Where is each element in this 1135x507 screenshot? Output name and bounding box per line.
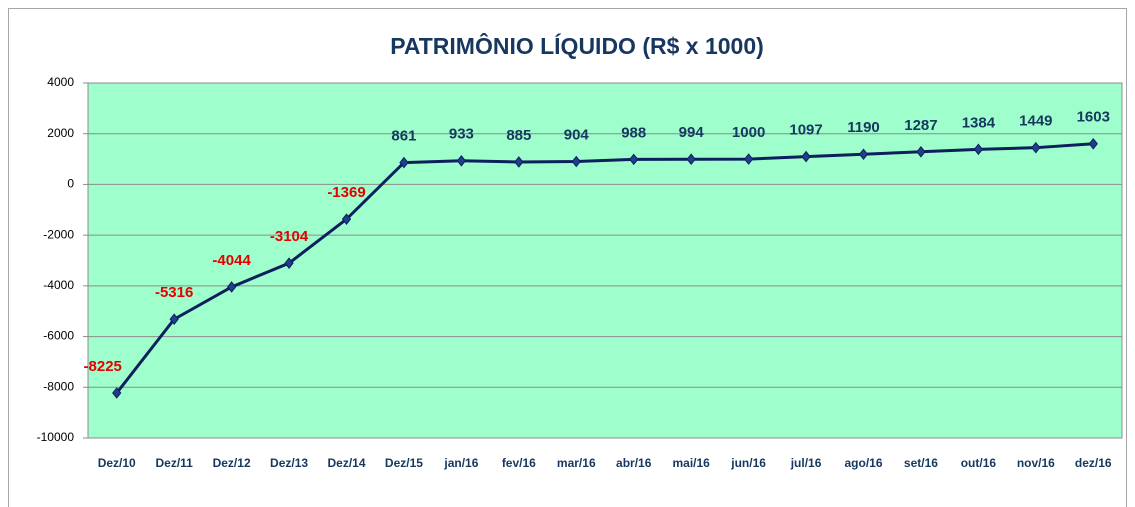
data-label: 1384 <box>962 114 996 131</box>
data-point <box>514 156 524 168</box>
data-label: -1369 <box>327 184 365 201</box>
data-point <box>1031 141 1041 154</box>
data-label: 1603 <box>1077 109 1110 126</box>
data-label: 933 <box>449 126 474 143</box>
x-tick-label: Dez/10 <box>98 456 136 470</box>
data-label: 1190 <box>847 119 880 136</box>
x-tick-label: Dez/11 <box>155 456 193 470</box>
y-tick-label: -2000 <box>43 227 74 241</box>
x-tick-label: abr/16 <box>616 456 652 470</box>
x-tick-label: Dez/15 <box>385 456 423 470</box>
x-tick-label: set/16 <box>904 456 938 470</box>
data-point <box>399 156 409 169</box>
data-label: -8225 <box>84 358 122 375</box>
y-tick-label: 0 <box>67 177 74 191</box>
data-label: 904 <box>564 126 590 143</box>
data-point <box>858 148 869 161</box>
series-line <box>115 142 1094 394</box>
data-label: 885 <box>506 127 531 144</box>
plot-area <box>87 82 1123 439</box>
data-label: 1287 <box>904 117 937 134</box>
y-tick-label: 4000 <box>47 75 74 89</box>
data-label: 1449 <box>1019 113 1052 130</box>
x-tick-label: mar/16 <box>557 456 596 470</box>
data-point <box>226 281 237 293</box>
data-point <box>571 155 581 168</box>
data-point <box>686 153 696 166</box>
y-tick-label: -4000 <box>43 278 74 292</box>
x-tick-label: dez/16 <box>1075 456 1112 470</box>
x-tick-label: out/16 <box>961 456 997 470</box>
data-label: 1000 <box>732 124 765 141</box>
y-tick-label: -8000 <box>43 379 74 393</box>
data-point <box>743 153 754 165</box>
x-tick-label: jul/16 <box>790 456 822 470</box>
x-tick-label: Dez/12 <box>213 456 251 470</box>
data-point <box>341 213 352 225</box>
data-label: 861 <box>391 128 416 145</box>
data-point <box>629 153 639 166</box>
data-point <box>916 145 926 158</box>
x-tick-label: Dez/13 <box>270 456 308 470</box>
x-tick-label: mai/16 <box>672 456 710 470</box>
data-label: -4044 <box>212 252 251 269</box>
y-tick-label: -6000 <box>43 329 74 343</box>
data-point <box>284 257 294 269</box>
x-tick-label: nov/16 <box>1017 456 1055 470</box>
chart-title: PATRIMÔNIO LÍQUIDO (R$ x 1000) <box>390 32 764 59</box>
data-label: 988 <box>621 124 646 141</box>
data-point <box>112 387 122 399</box>
x-tick-label: Dez/14 <box>327 456 365 470</box>
data-label: 1097 <box>789 122 822 139</box>
data-label: -3104 <box>270 228 309 245</box>
x-tick-label: jun/16 <box>730 456 766 470</box>
data-point <box>1088 137 1098 150</box>
x-tick-label: fev/16 <box>502 456 536 470</box>
data-point <box>169 313 179 326</box>
data-point <box>801 150 811 163</box>
data-label: 994 <box>679 124 705 141</box>
y-tick-label: 2000 <box>47 126 74 140</box>
x-tick-label: jan/16 <box>443 456 478 470</box>
data-label: -5316 <box>155 284 193 301</box>
y-tick-label: -10000 <box>37 430 75 444</box>
data-point <box>973 143 984 156</box>
x-tick-label: ago/16 <box>844 456 882 470</box>
data-point <box>456 154 467 167</box>
